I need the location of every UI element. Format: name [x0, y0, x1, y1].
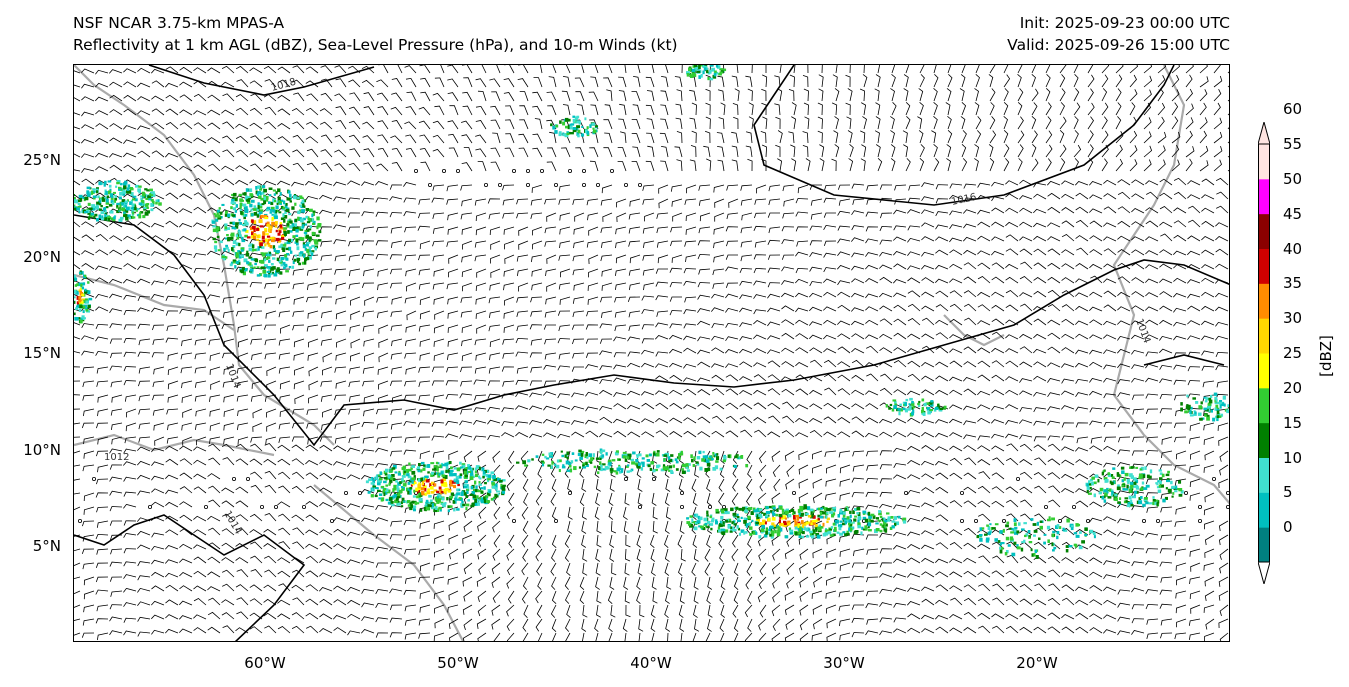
- colorbar-tick-label: 60: [1283, 100, 1303, 119]
- model-name: NSF NCAR 3.75-km MPAS-A: [73, 14, 285, 32]
- colorbar-tick-label: 30: [1283, 309, 1303, 328]
- colorbar-band: [1258, 178, 1270, 215]
- colorbar-band: [1258, 248, 1270, 284]
- lat-label-10n: 10°N: [23, 441, 61, 459]
- title-right: Init: 2025-09-23 00:00 UTC Valid: 2025-0…: [1007, 12, 1230, 56]
- colorbar-label: [dBZ]: [1317, 335, 1335, 377]
- colorbar-extend-min: [1258, 561, 1270, 584]
- colorbar-tick-label: 15: [1283, 413, 1303, 432]
- colorbar-band: [1258, 213, 1270, 249]
- lat-label-25n: 25°N: [23, 151, 61, 169]
- colorbar-tick-label: 55: [1283, 135, 1303, 153]
- lon-label-30w: 30°W: [823, 654, 865, 672]
- coastlines: [74, 65, 1229, 641]
- lat-label-15n: 15°N: [23, 344, 61, 362]
- init-time: Init: 2025-09-23 00:00 UTC: [1019, 14, 1230, 32]
- colorbar-tick-label: 35: [1283, 274, 1303, 293]
- lon-label-20w: 20°W: [1016, 654, 1058, 672]
- lat-label-20n: 20°N: [23, 248, 61, 266]
- colorbar-band: [1258, 422, 1270, 458]
- colorbar-tick-label: 25: [1283, 344, 1303, 362]
- lon-label-40w: 40°W: [630, 654, 672, 672]
- colorbar-band: [1258, 457, 1270, 493]
- title-left: NSF NCAR 3.75-km MPAS-A Reflectivity at …: [73, 12, 678, 56]
- wind-barbs: [74, 65, 1229, 641]
- isobar-label: 1016: [950, 192, 977, 208]
- valid-time: Valid: 2025-09-26 15:00 UTC: [1007, 36, 1230, 54]
- colorbar-band: [1258, 144, 1270, 180]
- colorbar-band: [1258, 318, 1270, 354]
- reflectivity-field: [74, 65, 1229, 559]
- colorbar-tick-label: 50: [1283, 169, 1303, 188]
- colorbar-band: [1258, 527, 1270, 563]
- colorbar-band: [1258, 283, 1270, 319]
- colorbar-band: [1258, 492, 1270, 528]
- colorbar-tick-label: 45: [1283, 204, 1303, 223]
- field-description: Reflectivity at 1 km AGL (dBZ), Sea-Leve…: [73, 36, 678, 54]
- colorbar: [1258, 122, 1270, 584]
- colorbar-tick-label: 10: [1283, 448, 1303, 467]
- colorbar-tick-label: 20: [1283, 378, 1303, 397]
- lon-label-60w: 60°W: [244, 654, 286, 672]
- lat-label-5n: 5°N: [32, 537, 61, 555]
- map-canvas: 1018 1016 1014 1012 1014 1014: [74, 65, 1229, 641]
- colorbar-tick-label: 0: [1283, 518, 1293, 537]
- map-panel: 1018 1016 1014 1012 1014 1014: [73, 64, 1230, 642]
- colorbar-tick-label: 40: [1283, 239, 1303, 258]
- colorbar-band: [1258, 387, 1270, 424]
- colorbar-frame: [1258, 143, 1270, 563]
- isobar-label: 1012: [104, 452, 129, 463]
- colorbar-tick-label: 5: [1283, 483, 1293, 502]
- colorbar-extend-max: [1258, 122, 1270, 145]
- lon-label-50w: 50°W: [437, 654, 479, 672]
- colorbar-band: [1258, 353, 1270, 389]
- isobar-label: 1014: [221, 509, 243, 537]
